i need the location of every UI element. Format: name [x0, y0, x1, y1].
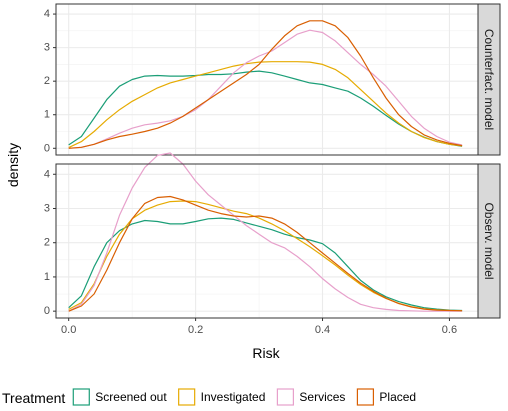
legend-item: Services: [276, 388, 345, 406]
y-tick-label: 3: [44, 42, 50, 54]
y-tick-label: 0: [44, 142, 50, 154]
series-line: [68, 29, 463, 149]
series-line: [68, 70, 463, 147]
x-tick-label: 0.6: [442, 324, 457, 336]
y-tick-label: 1: [44, 271, 50, 283]
legend-key: [178, 388, 196, 406]
series-line: [68, 152, 463, 312]
legend-label: Screened out: [95, 390, 167, 404]
y-tick-label: 2: [44, 75, 50, 87]
series-line: [68, 195, 463, 312]
panel-background: [56, 164, 478, 318]
facet-panels: Counterfact. model Observ. model: [55, 3, 501, 319]
legend-label: Placed: [379, 390, 416, 404]
facet-strip-label: Observ. model: [482, 202, 496, 279]
legend-item: Investigated: [178, 388, 266, 406]
x-tick-label: 0.2: [188, 324, 203, 336]
legend-key: [72, 388, 90, 406]
series-line: [68, 61, 463, 149]
y-axis-title: density: [5, 143, 21, 187]
y-tick-label: 1: [44, 109, 50, 121]
legend: Treatment Screened out Investigated Servic…: [2, 388, 416, 406]
y-tick-label: 4: [44, 8, 50, 20]
legend-label: Investigated: [201, 390, 266, 404]
facet-strip: [477, 3, 501, 156]
series-line: [68, 20, 463, 149]
legend-key: [276, 388, 294, 406]
y-tick-label: 4: [44, 168, 50, 180]
y-tick-label: 0: [44, 305, 50, 317]
legend-item: Screened out: [72, 388, 167, 406]
legend-label: Services: [299, 390, 345, 404]
facet-strip-label: Counterfact. model: [482, 29, 496, 130]
facet-strip: [477, 163, 501, 319]
y-tick-label: 2: [44, 237, 50, 249]
legend-title: Treatment: [2, 390, 65, 406]
x-tick-label: 0.0: [61, 324, 76, 336]
legend-item: Placed: [356, 388, 416, 406]
facet-panel: Counterfact. model: [55, 3, 501, 156]
x-axis-title: Risk: [252, 345, 280, 361]
facet-panel: Observ. model: [55, 152, 501, 319]
y-tick-label: 3: [44, 202, 50, 214]
x-tick-label: 0.4: [315, 324, 330, 336]
axes: 0 1 2 3 4 0 1 2 3 4 0.0 0.2 0.4 0.6: [44, 8, 457, 336]
legend-key: [356, 388, 375, 406]
series-line: [68, 217, 463, 312]
